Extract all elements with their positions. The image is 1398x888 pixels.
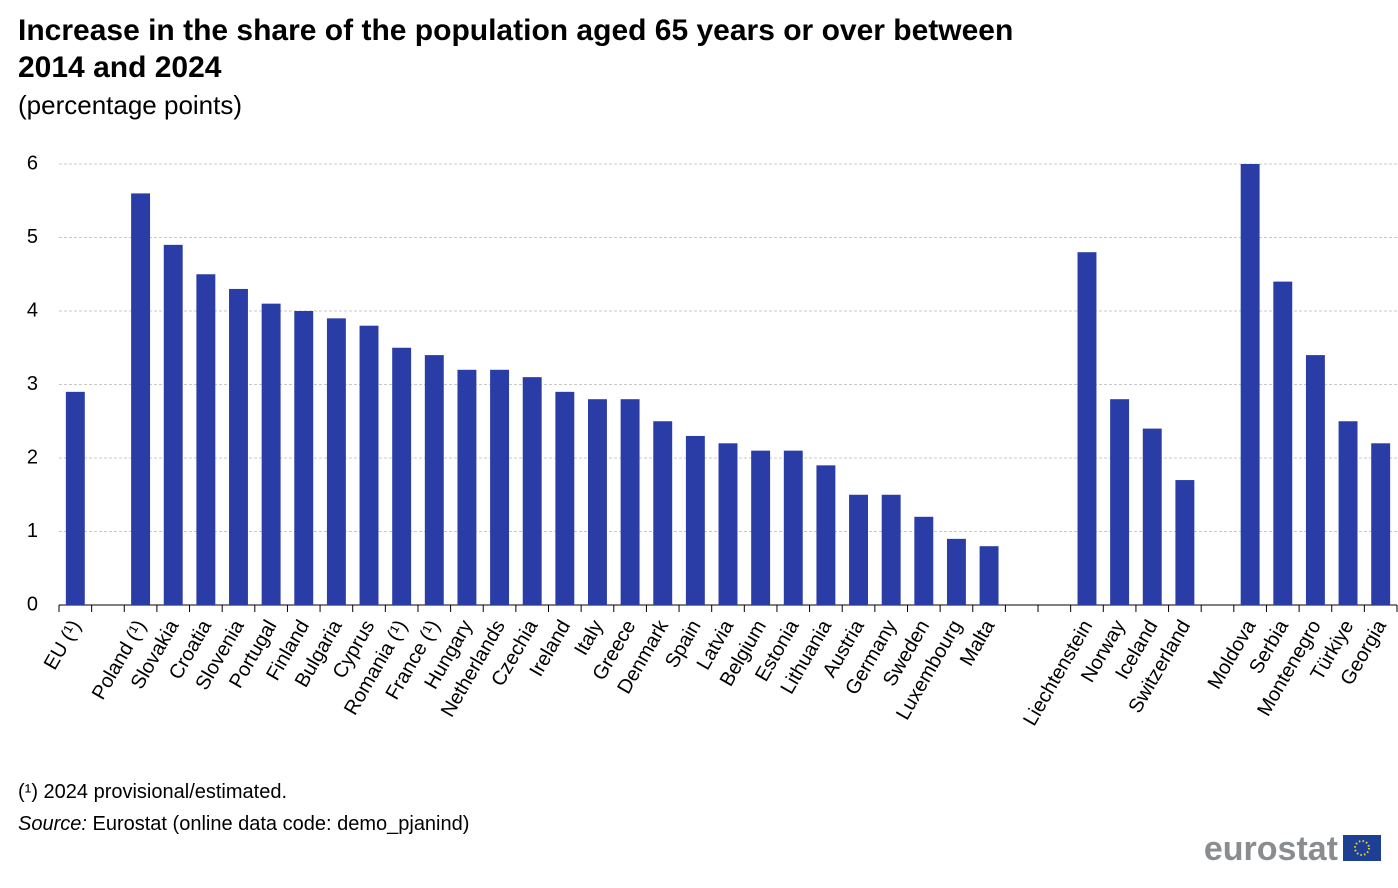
- bar: [751, 450, 771, 605]
- bar: [229, 288, 248, 605]
- bar: [881, 494, 901, 605]
- y-tick-label: 2: [27, 446, 38, 468]
- bar: [1338, 421, 1358, 605]
- bar: [718, 443, 738, 605]
- bar: [1371, 443, 1391, 605]
- y-tick-label: 4: [27, 299, 38, 321]
- bar: [1175, 480, 1195, 605]
- x-tick-label: Malta: [956, 616, 1000, 670]
- bar: [163, 244, 183, 605]
- bar: [946, 538, 966, 605]
- bar: [522, 377, 542, 605]
- bar: [1305, 355, 1325, 605]
- bar: [979, 546, 999, 605]
- source-label: Source:: [18, 813, 87, 835]
- chart-subtitle: (percentage points): [18, 90, 243, 120]
- y-tick-label: 0: [27, 593, 38, 615]
- y-tick-label: 6: [27, 152, 38, 174]
- bar: [65, 391, 85, 605]
- y-tick-label: 5: [27, 226, 38, 248]
- bar: [555, 391, 575, 605]
- bar: [424, 355, 444, 605]
- x-tick-label: EU (¹): [40, 617, 86, 674]
- y-tick-label: 1: [27, 520, 38, 542]
- bar: [1110, 399, 1130, 605]
- bar: [653, 421, 673, 605]
- source-text: Eurostat (online data code: demo_pjanind…: [87, 813, 469, 835]
- bar: [914, 516, 934, 605]
- bar: [196, 274, 216, 605]
- bar: [392, 347, 412, 605]
- eu-flag: [1343, 835, 1381, 861]
- source: Source: Eurostat (online data code: demo…: [18, 813, 469, 835]
- bar: [816, 465, 836, 605]
- bar: [131, 193, 151, 605]
- logo: eurostat: [1204, 830, 1338, 868]
- y-tick-label: 3: [27, 373, 38, 395]
- bar: [294, 311, 314, 605]
- bar: [261, 303, 281, 605]
- bar: [587, 399, 607, 605]
- bar: [490, 369, 510, 605]
- footnote: (¹) 2024 provisional/estimated.: [18, 781, 287, 803]
- bar: [1077, 252, 1097, 605]
- bar: [1240, 164, 1260, 605]
- bar: [685, 435, 705, 605]
- bar: [359, 325, 379, 605]
- bar: [326, 318, 346, 605]
- bar: [1142, 428, 1162, 605]
- bar: [849, 494, 869, 605]
- bar: [1273, 281, 1293, 605]
- bar: [457, 369, 477, 605]
- bar: [783, 450, 803, 605]
- chart-title: Increase in the share of the population …: [18, 14, 1014, 84]
- bar: [620, 399, 640, 605]
